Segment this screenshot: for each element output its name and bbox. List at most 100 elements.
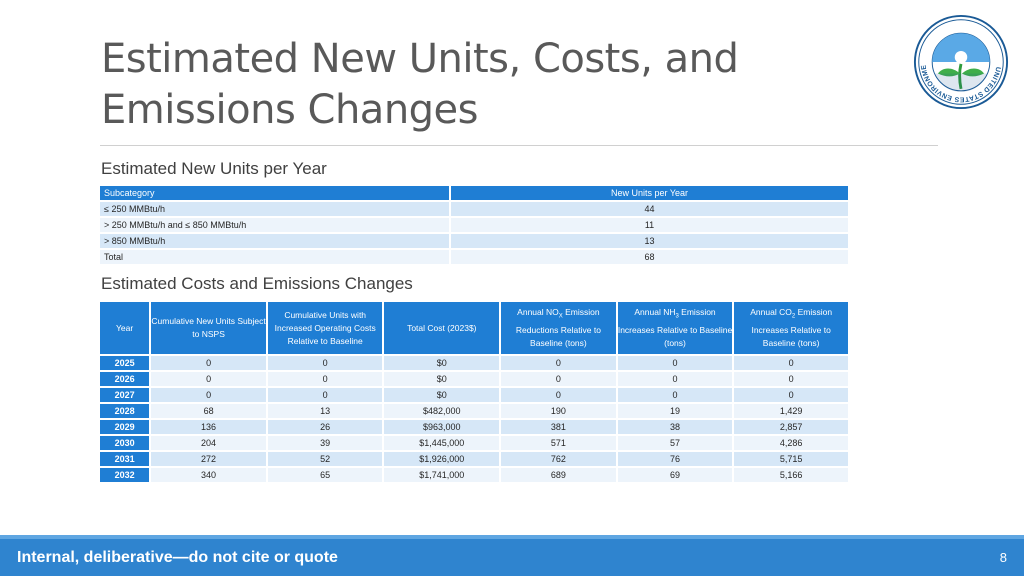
units-table: Subcategory New Units per Year ≤ 250 MMB… bbox=[98, 184, 850, 266]
nox-cell: 762 bbox=[501, 452, 616, 466]
table-row: 2027 0 0 $0 0 0 0 bbox=[100, 388, 848, 402]
table-row: 2028 68 13 $482,000 190 19 1,429 bbox=[100, 404, 848, 418]
cumulative-units-cell: 340 bbox=[151, 468, 266, 482]
total-cost-cell: $1,445,000 bbox=[384, 436, 500, 450]
co2-cell: 0 bbox=[734, 388, 848, 402]
year-cell: 2029 bbox=[100, 420, 150, 434]
co2-cell: 0 bbox=[734, 356, 848, 370]
units-cell: 13 bbox=[451, 234, 848, 248]
page-title-line-2: Emissions Changes bbox=[101, 87, 479, 133]
co2-cell: 0 bbox=[734, 372, 848, 386]
cumulative-operating-cell: 0 bbox=[267, 388, 383, 402]
nh3-cell: 76 bbox=[617, 452, 733, 466]
year-cell: 2025 bbox=[100, 356, 150, 370]
header-new-units: New Units per Year bbox=[451, 186, 848, 200]
year-cell: 2028 bbox=[100, 404, 150, 418]
table-row: 2025 0 0 $0 0 0 0 bbox=[100, 356, 848, 370]
nox-cell: 571 bbox=[501, 436, 616, 450]
year-cell: 2027 bbox=[100, 388, 150, 402]
header-subcategory: Subcategory bbox=[100, 186, 449, 200]
subcategory-cell: > 250 MMBtu/h and ≤ 850 MMBtu/h bbox=[100, 218, 449, 232]
nox-cell: 190 bbox=[501, 404, 616, 418]
total-cost-cell: $1,926,000 bbox=[384, 452, 500, 466]
nh3-cell: 0 bbox=[617, 388, 733, 402]
nox-cell: 381 bbox=[501, 420, 616, 434]
units-cell: 68 bbox=[451, 250, 848, 264]
table-row: 2031 272 52 $1,926,000 762 76 5,715 bbox=[100, 452, 848, 466]
co2-cell: 1,429 bbox=[734, 404, 848, 418]
cumulative-units-cell: 68 bbox=[151, 404, 266, 418]
cumulative-units-cell: 0 bbox=[151, 388, 266, 402]
epa-seal-icon: UNITED STATES ENVIRONMENTAL PROTECTION A… bbox=[913, 14, 1009, 110]
total-cost-cell: $0 bbox=[384, 388, 500, 402]
header-total-cost: Total Cost (2023$) bbox=[384, 302, 500, 354]
cumulative-operating-cell: 13 bbox=[267, 404, 383, 418]
nh3-cell: 0 bbox=[617, 372, 733, 386]
cumulative-units-cell: 204 bbox=[151, 436, 266, 450]
units-section-title: Estimated New Units per Year bbox=[101, 159, 327, 178]
costs-table-body: 2025 0 0 $0 0 0 0 2026 0 0 $0 0 0 0 2027 0 0 $0 0 0 0 2028 68 1… bbox=[100, 356, 848, 482]
nh3-cell: 19 bbox=[617, 404, 733, 418]
total-cost-cell: $963,000 bbox=[384, 420, 500, 434]
page-title-line-1: Estimated New Units, Costs, and bbox=[101, 36, 739, 82]
nh3-cell: 38 bbox=[617, 420, 733, 434]
co2-cell: 2,857 bbox=[734, 420, 848, 434]
table-row: Total 68 bbox=[100, 250, 848, 264]
units-cell: 11 bbox=[451, 218, 848, 232]
units-cell: 44 bbox=[451, 202, 848, 216]
nox-cell: 0 bbox=[501, 388, 616, 402]
co2-cell: 4,286 bbox=[734, 436, 848, 450]
nox-cell: 689 bbox=[501, 468, 616, 482]
page-number: 8 bbox=[999, 550, 1007, 565]
nh3-cell: 69 bbox=[617, 468, 733, 482]
total-cost-cell: $1,741,000 bbox=[384, 468, 500, 482]
table-row: ≤ 250 MMBtu/h 44 bbox=[100, 202, 848, 216]
header-nh3: Annual NH3 Emission Increases Relative t… bbox=[617, 302, 733, 354]
footer-bar: Internal, deliberative—do not cite or qu… bbox=[0, 535, 1024, 576]
year-cell: 2031 bbox=[100, 452, 150, 466]
year-cell: 2030 bbox=[100, 436, 150, 450]
total-cost-cell: $0 bbox=[384, 372, 500, 386]
costs-section-title: Estimated Costs and Emissions Changes bbox=[101, 274, 413, 293]
header-year: Year bbox=[100, 302, 150, 354]
nox-cell: 0 bbox=[501, 372, 616, 386]
cumulative-units-cell: 0 bbox=[151, 356, 266, 370]
table-header-row: Subcategory New Units per Year bbox=[100, 186, 848, 200]
nh3-cell: 0 bbox=[617, 356, 733, 370]
costs-table: Year Cumulative New Units Subject to NSP… bbox=[98, 300, 850, 484]
cumulative-units-cell: 136 bbox=[151, 420, 266, 434]
table-header-row: Year Cumulative New Units Subject to NSP… bbox=[100, 302, 848, 354]
table-row: 2026 0 0 $0 0 0 0 bbox=[100, 372, 848, 386]
title-divider bbox=[100, 145, 938, 146]
total-cost-cell: $0 bbox=[384, 356, 500, 370]
cumulative-operating-cell: 26 bbox=[267, 420, 383, 434]
cumulative-operating-cell: 52 bbox=[267, 452, 383, 466]
co2-cell: 5,166 bbox=[734, 468, 848, 482]
header-cumulative-units: Cumulative New Units Subject to NSPS bbox=[151, 302, 266, 354]
table-row: 2029 136 26 $963,000 381 38 2,857 bbox=[100, 420, 848, 434]
header-nox: Annual NOX Emission Reductions Relative … bbox=[501, 302, 616, 354]
subcategory-cell: Total bbox=[100, 250, 449, 264]
subcategory-cell: > 850 MMBtu/h bbox=[100, 234, 449, 248]
cumulative-units-cell: 272 bbox=[151, 452, 266, 466]
total-cost-cell: $482,000 bbox=[384, 404, 500, 418]
year-cell: 2026 bbox=[100, 372, 150, 386]
cumulative-operating-cell: 39 bbox=[267, 436, 383, 450]
cumulative-operating-cell: 0 bbox=[267, 372, 383, 386]
page-title: Estimated New Units, Costs, and Emission… bbox=[101, 34, 821, 136]
nh3-cell: 57 bbox=[617, 436, 733, 450]
table-row: > 850 MMBtu/h 13 bbox=[100, 234, 848, 248]
table-row: > 250 MMBtu/h and ≤ 850 MMBtu/h 11 bbox=[100, 218, 848, 232]
footer-disclaimer: Internal, deliberative—do not cite or qu… bbox=[17, 549, 338, 566]
nox-cell: 0 bbox=[501, 356, 616, 370]
co2-cell: 5,715 bbox=[734, 452, 848, 466]
cumulative-operating-cell: 65 bbox=[267, 468, 383, 482]
table-row: 2032 340 65 $1,741,000 689 69 5,166 bbox=[100, 468, 848, 482]
header-cumulative-operating: Cumulative Units with Increased Operatin… bbox=[267, 302, 383, 354]
year-cell: 2032 bbox=[100, 468, 150, 482]
cumulative-operating-cell: 0 bbox=[267, 356, 383, 370]
cumulative-units-cell: 0 bbox=[151, 372, 266, 386]
table-row: 2030 204 39 $1,445,000 571 57 4,286 bbox=[100, 436, 848, 450]
subcategory-cell: ≤ 250 MMBtu/h bbox=[100, 202, 449, 216]
header-co2: Annual CO2 Emission Increases Relative t… bbox=[734, 302, 848, 354]
